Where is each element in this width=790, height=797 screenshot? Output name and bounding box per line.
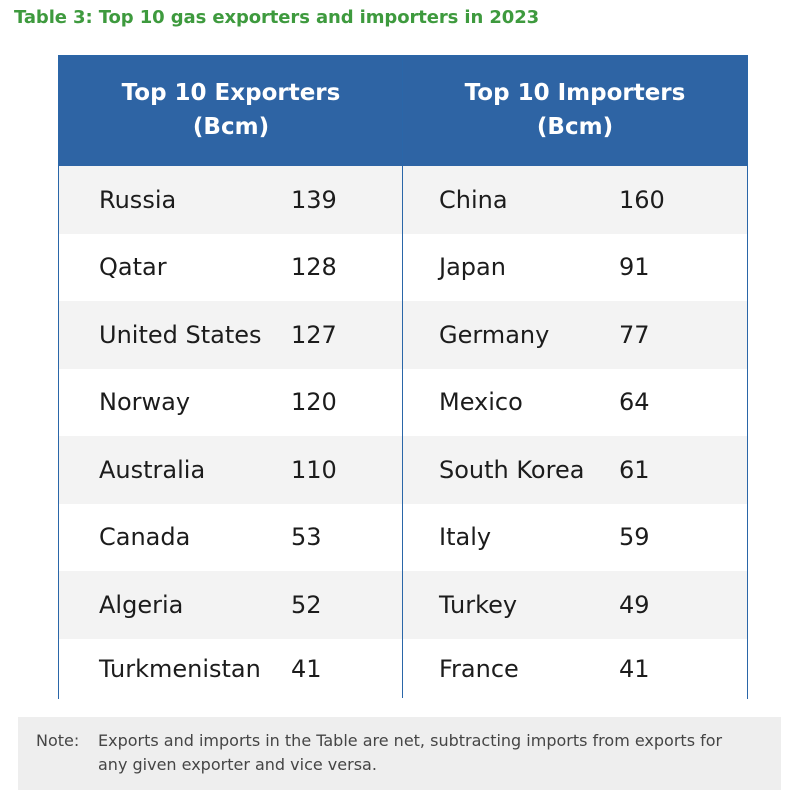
table-row: France 41: [403, 638, 747, 700]
exporters-rows: Russia 139 Qatar 128 United States 127 Norw…: [59, 166, 403, 700]
table-row: Russia 139: [59, 166, 403, 234]
exporters-header-line1: Top 10 Exporters: [121, 79, 341, 106]
volume-value: 53: [291, 523, 322, 552]
volume-value: 41: [291, 655, 322, 684]
table-row: Norway 120: [59, 368, 403, 436]
importers-header: Top 10 Importers (Bcm): [403, 56, 747, 166]
table-row: Qatar 128: [59, 233, 403, 301]
country-name: Mexico: [439, 388, 523, 417]
country-name: Russia: [99, 185, 177, 214]
country-name: Turkey: [439, 590, 518, 619]
country-name: Turkmenistan: [99, 655, 261, 684]
volume-value: 160: [619, 185, 665, 214]
country-name: United States: [99, 320, 262, 349]
country-name: Japan: [439, 253, 506, 282]
table-row: Algeria 52: [59, 571, 403, 639]
table-row: Japan 91: [403, 233, 747, 301]
table-row: Italy 59: [403, 503, 747, 571]
note-label: Note:: [36, 731, 80, 750]
country-name: Algeria: [99, 590, 184, 619]
country-name: France: [439, 655, 519, 684]
importers-rows: China 160 Japan 91 Germany 77 Mexico 64 Sout…: [403, 166, 747, 700]
note-text: Exports and imports in the Table are net…: [98, 731, 723, 774]
country-name: South Korea: [439, 455, 585, 484]
importers-header-text: Top 10 Importers (Bcm): [440, 76, 710, 144]
country-name: Norway: [99, 388, 191, 417]
table-row: Turkmenistan 41: [59, 638, 403, 700]
table-row: United States 127: [59, 301, 403, 369]
volume-value: 127: [291, 320, 337, 349]
table-row: Mexico 64: [403, 368, 747, 436]
exporters-header-text: Top 10 Exporters (Bcm): [96, 76, 366, 144]
volume-value: 110: [291, 455, 337, 484]
country-name: Qatar: [99, 253, 167, 282]
volume-value: 41: [619, 655, 650, 684]
volume-value: 139: [291, 185, 337, 214]
volume-value: 52: [291, 590, 322, 619]
volume-value: 120: [291, 388, 337, 417]
exporters-header: Top 10 Exporters (Bcm): [59, 56, 403, 166]
gas-trade-table: Top 10 Exporters (Bcm) Russia 139 Qatar 12…: [58, 55, 748, 700]
country-name: Italy: [439, 523, 492, 552]
table-row: Turkey 49: [403, 571, 747, 639]
table-note: Note: Exports and imports in the Table ar…: [18, 717, 781, 790]
volume-value: 91: [619, 253, 650, 282]
country-name: China: [439, 185, 508, 214]
volume-value: 59: [619, 523, 650, 552]
volume-value: 61: [619, 455, 650, 484]
exporters-column: Top 10 Exporters (Bcm) Russia 139 Qatar 12…: [59, 56, 403, 700]
table-row: China 160: [403, 166, 747, 234]
volume-value: 49: [619, 590, 650, 619]
country-name: Germany: [439, 320, 550, 349]
table-row: Canada 53: [59, 503, 403, 571]
volume-value: 64: [619, 388, 650, 417]
importers-column: Top 10 Importers (Bcm) China 160 Japan 91 …: [402, 56, 747, 700]
volume-value: 77: [619, 320, 650, 349]
table-row: Germany 77: [403, 301, 747, 369]
table-title: Table 3: Top 10 gas exporters and import…: [14, 7, 540, 28]
volume-value: 128: [291, 253, 337, 282]
importers-header-line2: (Bcm): [536, 113, 614, 140]
table-row: Australia 110: [59, 436, 403, 504]
exporters-header-line2: (Bcm): [192, 113, 270, 140]
country-name: Australia: [99, 455, 206, 484]
table-row: South Korea 61: [403, 436, 747, 504]
country-name: Canada: [99, 523, 191, 552]
importers-header-line1: Top 10 Importers: [464, 79, 686, 106]
